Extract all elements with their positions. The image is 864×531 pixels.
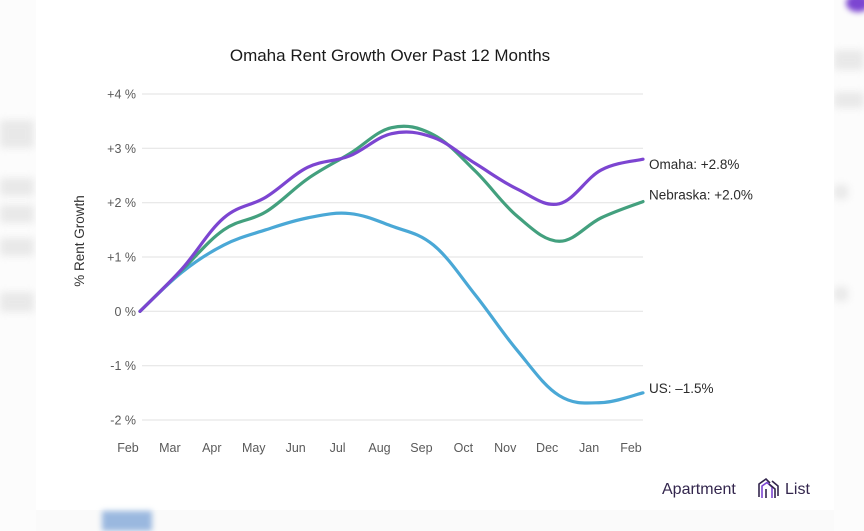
y-axis-label: % Rent Growth [72, 195, 87, 287]
x-tick-label: Mar [159, 441, 181, 455]
background-blur-block [834, 287, 848, 301]
x-tick-label: Jun [286, 441, 306, 455]
background-blue-block [102, 511, 152, 531]
end-label-omaha: Omaha: +2.8% [649, 157, 739, 172]
end-label-us: US: –1.5% [649, 381, 714, 396]
y-axis-ticks: +4 % +3 % +2 % +1 % 0 % -1 % -2 % [107, 88, 136, 428]
background-blur-block [834, 185, 848, 199]
x-tick-label: Aug [368, 441, 390, 455]
background-blur-block [834, 50, 864, 70]
background-blur-block [834, 92, 864, 108]
y-tick-label: +2 % [107, 196, 136, 210]
series-end-labels: Omaha: +2.8% Nebraska: +2.0% US: –1.5% [649, 157, 753, 396]
x-tick-label: Dec [536, 441, 558, 455]
x-tick-label: Nov [494, 441, 517, 455]
x-tick-label: Feb [620, 441, 642, 455]
series-line-nebraska [138, 124, 645, 313]
brand-name-list: List [785, 481, 810, 498]
x-tick-label: May [242, 441, 266, 455]
background-blur-block [0, 120, 34, 148]
y-tick-label: +1 % [107, 251, 136, 265]
background-blur-block [0, 238, 34, 256]
end-label-nebraska: Nebraska: +2.0% [649, 188, 753, 203]
x-axis-ticks: Feb Mar Apr May Jun Jul Aug Sep Oct Nov Dec Jan Feb [117, 441, 642, 455]
x-tick-label: Oct [454, 441, 474, 455]
gridlines [142, 93, 643, 421]
y-tick-label: -1 % [110, 359, 136, 373]
chart-card-footer-strip [36, 510, 834, 531]
x-tick-label: Feb [117, 441, 139, 455]
background-purple-accent [846, 0, 864, 12]
series-line-omaha [138, 130, 645, 313]
x-tick-label: Jul [330, 441, 346, 455]
brand-name-apartment: Apartment [662, 481, 736, 498]
apartment-list-logo[interactable]: Apartment List [662, 477, 810, 498]
x-tick-label: Jan [579, 441, 599, 455]
x-tick-label: Sep [410, 441, 432, 455]
y-tick-label: +4 % [107, 88, 136, 102]
background-blur-block [0, 178, 34, 196]
x-tick-label: Apr [202, 441, 221, 455]
series-line-us [138, 211, 645, 405]
chart-title: Omaha Rent Growth Over Past 12 Months [230, 46, 550, 65]
background-blur-block [0, 292, 34, 312]
background-blur-block [0, 205, 34, 223]
y-tick-label: +3 % [107, 142, 136, 156]
y-tick-label: -2 % [110, 414, 136, 428]
building-outline-icon [758, 477, 779, 498]
y-tick-label: 0 % [114, 305, 136, 319]
chart-card [36, 0, 834, 531]
series-lines [138, 124, 645, 405]
